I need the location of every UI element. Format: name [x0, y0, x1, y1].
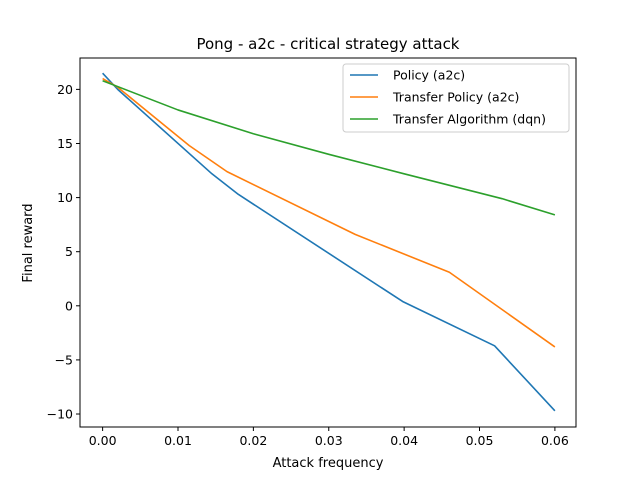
series-line-3 [102, 79, 556, 216]
x-axis: 0.00 0.01 0.02 0.03 0.04 0.05 0.06 [89, 427, 569, 448]
series-lines [102, 72, 556, 412]
x-tick-label: 0.05 [466, 433, 494, 448]
legend-label: Transfer Policy (a2c) [392, 90, 519, 105]
legend-label: Policy (a2c) [393, 68, 465, 83]
legend-label: Transfer Algorithm (dqn) [392, 112, 546, 127]
y-tick-label: 10 [57, 190, 73, 205]
x-tick-label: 0.00 [89, 433, 117, 448]
y-tick-label: 15 [57, 136, 73, 151]
x-tick-label: 0.02 [239, 433, 267, 448]
x-axis-label: Attack frequency [273, 456, 384, 471]
series-line-1 [102, 72, 556, 412]
x-tick-label: 0.03 [315, 433, 343, 448]
x-tick-label: 0.04 [390, 433, 418, 448]
y-tick-label: 0 [65, 298, 73, 313]
legend-box [342, 63, 570, 133]
y-tick-label: −10 [47, 407, 73, 422]
y-tick-label: 5 [65, 244, 73, 259]
x-tick-label: 0.01 [164, 433, 192, 448]
chart-title: Pong - a2c - critical strategy attack [196, 35, 459, 53]
legend: Policy (a2c) Transfer Policy (a2c) Transfe… [342, 63, 570, 133]
y-axis-label: Final reward [21, 203, 36, 282]
y-tick-label: −5 [55, 352, 73, 367]
y-tick-label: 20 [57, 82, 73, 97]
y-axis: −10 −5 0 5 10 15 20 [47, 82, 80, 422]
x-tick-label: 0.06 [541, 433, 569, 448]
